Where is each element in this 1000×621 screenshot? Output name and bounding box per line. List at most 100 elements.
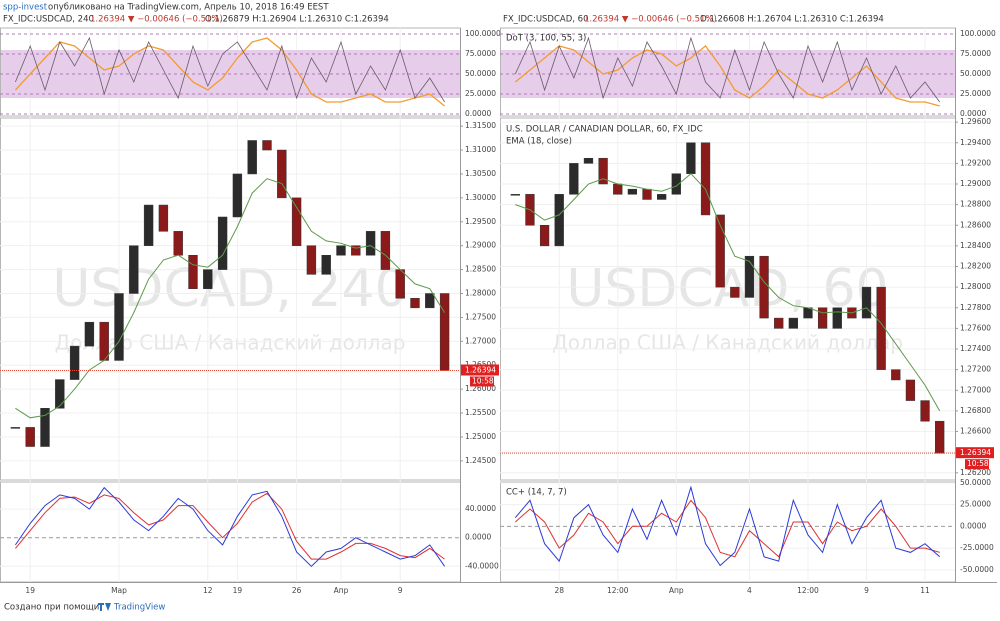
y-tick-label: 1.29000 bbox=[465, 241, 496, 250]
candle bbox=[291, 197, 302, 246]
y-tick-label: 1.26000 bbox=[465, 384, 496, 393]
candle bbox=[510, 194, 520, 196]
y-tick-label: 0.0000 bbox=[960, 109, 986, 118]
watermark-sub: Доллар США / Канадский доллар bbox=[552, 331, 903, 355]
y-tick-label: 0.0000 bbox=[960, 521, 986, 530]
x-tick-label: 12:00 bbox=[797, 586, 819, 595]
y-tick-label: 1.30000 bbox=[465, 193, 496, 202]
y-tick-label: 1.27000 bbox=[465, 336, 496, 345]
y-tick-label: 1.31500 bbox=[465, 121, 496, 130]
candle bbox=[425, 293, 435, 309]
candle bbox=[69, 345, 80, 380]
candle bbox=[203, 269, 213, 289]
logo-icon bbox=[98, 603, 111, 611]
candle bbox=[114, 293, 124, 361]
y-tick-label: -25.0000 bbox=[960, 543, 994, 552]
candle bbox=[627, 188, 638, 195]
y-tick-label: 1.30500 bbox=[465, 169, 496, 178]
published: опубликовано на TradingView.com, Апрель … bbox=[48, 3, 329, 13]
candle bbox=[143, 204, 154, 246]
candle bbox=[99, 321, 109, 361]
y-tick-label: 1.27500 bbox=[465, 312, 496, 321]
x-tick-label: Мар bbox=[111, 586, 127, 595]
candle bbox=[891, 369, 901, 381]
y-tick-label: 1.29200 bbox=[960, 158, 991, 167]
candle bbox=[671, 173, 681, 195]
y-tick-label: 25.0000 bbox=[465, 89, 496, 98]
quote: 1.26394 ▼ −0.00646 (−0.51%) bbox=[584, 15, 717, 25]
y-tick-label: 1.28000 bbox=[960, 282, 991, 291]
x-tick-label: Апр bbox=[669, 586, 684, 595]
price-tag-box bbox=[461, 364, 499, 376]
candle bbox=[554, 194, 564, 247]
symbol: FX_IDC:USDCAD, 60 bbox=[503, 15, 589, 25]
author[interactable]: spp-invest bbox=[3, 3, 48, 13]
x-tick-label: 9 bbox=[864, 586, 869, 595]
y-tick-label: 1.27200 bbox=[960, 365, 991, 374]
y-tick-label: 25.0000 bbox=[960, 500, 991, 509]
cc-fast bbox=[14, 486, 446, 567]
y-tick-label: 1.26800 bbox=[960, 406, 991, 415]
x-tick-label: 12:00 bbox=[607, 586, 629, 595]
candle bbox=[774, 317, 784, 329]
x-tick-label: 4 bbox=[747, 586, 752, 595]
watermark-sub: Доллар США / Канадский доллар bbox=[55, 331, 406, 355]
candle bbox=[306, 245, 317, 275]
cc-title: CC+ (14, 7, 7) bbox=[506, 488, 567, 498]
y-tick-label: 1.28000 bbox=[465, 289, 496, 298]
candle bbox=[395, 269, 405, 299]
candle bbox=[569, 163, 579, 195]
osc-slow bbox=[514, 45, 940, 107]
candle bbox=[876, 286, 886, 370]
x-tick-label: 9 bbox=[398, 586, 403, 595]
osc-fast bbox=[514, 36, 941, 103]
candle bbox=[277, 149, 287, 199]
x-tick-label: Апр bbox=[334, 586, 349, 595]
candle bbox=[700, 142, 711, 216]
price-tag-box bbox=[956, 447, 994, 459]
candle bbox=[583, 157, 594, 164]
candle bbox=[817, 307, 828, 329]
candle bbox=[262, 140, 272, 151]
y-tick-label: 50.0000 bbox=[960, 69, 991, 78]
candle bbox=[730, 286, 740, 298]
candle bbox=[232, 173, 243, 218]
y-tick-label: 1.27000 bbox=[960, 385, 991, 394]
candle bbox=[832, 307, 842, 329]
candle bbox=[321, 254, 331, 275]
x-tick-label: 28 bbox=[554, 586, 564, 595]
brand-logo[interactable]: TradingView bbox=[98, 603, 165, 613]
osc-title: DoT (3, 100, 55, 3) bbox=[506, 34, 586, 44]
y-tick-label: 1.28500 bbox=[465, 265, 496, 274]
ema-line bbox=[515, 173, 941, 412]
y-tick-label: 1.27400 bbox=[960, 344, 991, 353]
y-tick-label: 1.24500 bbox=[465, 456, 496, 465]
price-tag: 1.26394 bbox=[960, 448, 991, 457]
time-tag: 10:58 bbox=[472, 376, 494, 385]
x-tick-label: 11 bbox=[920, 586, 930, 595]
y-tick-label: 0.0000 bbox=[465, 109, 491, 118]
y-tick-label: 1.28800 bbox=[960, 200, 991, 209]
ohlc: O:1.26608 H:1.26704 L:1.26310 C:1.26394 bbox=[700, 15, 884, 25]
candle bbox=[920, 400, 930, 422]
y-tick-label: 50.0000 bbox=[960, 478, 991, 487]
brand[interactable]: TradingView bbox=[113, 603, 165, 613]
candle bbox=[539, 225, 550, 247]
y-tick-label: -50.0000 bbox=[960, 565, 994, 574]
y-tick-label: 1.26600 bbox=[960, 427, 991, 436]
x-tick-label: 19 bbox=[25, 586, 35, 595]
y-tick-label: 40.0000 bbox=[465, 504, 496, 513]
footer-text: Создано при помощи bbox=[4, 603, 99, 613]
ema-line bbox=[15, 178, 446, 419]
candle bbox=[657, 194, 667, 200]
time-tag-box bbox=[470, 376, 494, 387]
y-tick-label: 1.28400 bbox=[960, 241, 991, 250]
candle bbox=[598, 157, 608, 185]
y-tick-label: 50.0000 bbox=[465, 69, 496, 78]
x-tick-label: 19 bbox=[233, 586, 243, 595]
osc-fast bbox=[15, 36, 445, 103]
candle bbox=[173, 231, 183, 256]
candle bbox=[25, 427, 35, 447]
candle bbox=[336, 245, 346, 256]
